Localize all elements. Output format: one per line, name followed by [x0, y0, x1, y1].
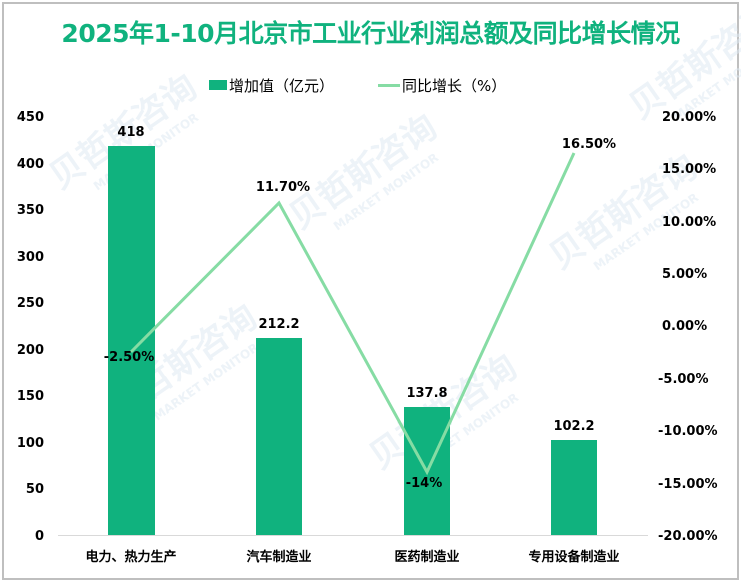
growth-line[interactable] — [129, 152, 576, 476]
svg-text:-14%: -14% — [406, 476, 443, 491]
svg-text:250: 250 — [17, 296, 44, 311]
legend-item-bar[interactable]: 增加值（亿元） — [209, 74, 334, 96]
svg-text:-2.50%: -2.50% — [104, 350, 155, 365]
svg-text:-20.00%: -20.00% — [658, 529, 718, 544]
svg-text:-15.00%: -15.00% — [658, 477, 718, 492]
line-swatch-icon — [378, 83, 400, 87]
right-axis: 20.00% 15.00% 10.00% 5.00% 0.00% -5.00% … — [658, 110, 718, 544]
svg-text:电力、热力生产: 电力、热力生产 — [85, 549, 176, 565]
line-data-labels: -2.50% 11.70% -14% 16.50% — [104, 137, 616, 491]
svg-text:100: 100 — [17, 436, 44, 451]
svg-text:450: 450 — [17, 110, 44, 125]
legend-item-line[interactable]: 同比增长（%） — [378, 74, 506, 96]
svg-text:16.50%: 16.50% — [562, 137, 616, 152]
bar-automobile[interactable] — [256, 338, 302, 535]
svg-text:11.70%: 11.70% — [256, 180, 310, 195]
svg-text:10.00%: 10.00% — [662, 215, 716, 230]
bar-swatch-icon — [209, 80, 227, 90]
svg-text:汽车制造业: 汽车制造业 — [246, 549, 311, 565]
svg-text:300: 300 — [17, 250, 44, 265]
svg-text:350: 350 — [17, 203, 44, 218]
bar-special-equipment[interactable] — [551, 440, 597, 535]
svg-text:50: 50 — [26, 482, 44, 497]
svg-text:专用设备制造业: 专用设备制造业 — [528, 549, 619, 565]
svg-text:0: 0 — [35, 529, 44, 544]
category-labels: 电力、热力生产 汽车制造业 医药制造业 专用设备制造业 — [85, 549, 619, 565]
legend: 增加值（亿元） 同比增长（%） — [0, 74, 741, 96]
svg-text:212.2: 212.2 — [258, 317, 299, 332]
svg-text:418: 418 — [117, 125, 144, 140]
bar-series — [108, 146, 597, 535]
legend-bar-label: 增加值（亿元） — [229, 76, 335, 95]
svg-text:20.00%: 20.00% — [662, 110, 716, 125]
svg-text:200: 200 — [17, 343, 44, 358]
svg-text:5.00%: 5.00% — [662, 267, 707, 282]
svg-text:102.2: 102.2 — [553, 419, 594, 434]
bar-data-labels: 418 212.2 137.8 102.2 — [117, 125, 594, 434]
legend-line-label: 同比增长（%） — [402, 76, 507, 95]
svg-text:医药制造业: 医药制造业 — [394, 549, 459, 565]
left-axis: 450 400 350 300 250 200 150 100 50 0 — [17, 110, 44, 544]
bar-electric-heat[interactable] — [108, 146, 155, 535]
svg-text:0.00%: 0.00% — [662, 319, 707, 334]
svg-text:137.8: 137.8 — [406, 386, 447, 401]
svg-text:15.00%: 15.00% — [662, 162, 716, 177]
chart-title: 2025年1-10月北京市工业行业利润总额及同比增长情况 — [61, 19, 680, 48]
svg-text:400: 400 — [17, 157, 44, 172]
svg-text:-10.00%: -10.00% — [658, 424, 718, 439]
svg-text:150: 150 — [17, 389, 44, 404]
svg-text:-5.00%: -5.00% — [658, 372, 709, 387]
